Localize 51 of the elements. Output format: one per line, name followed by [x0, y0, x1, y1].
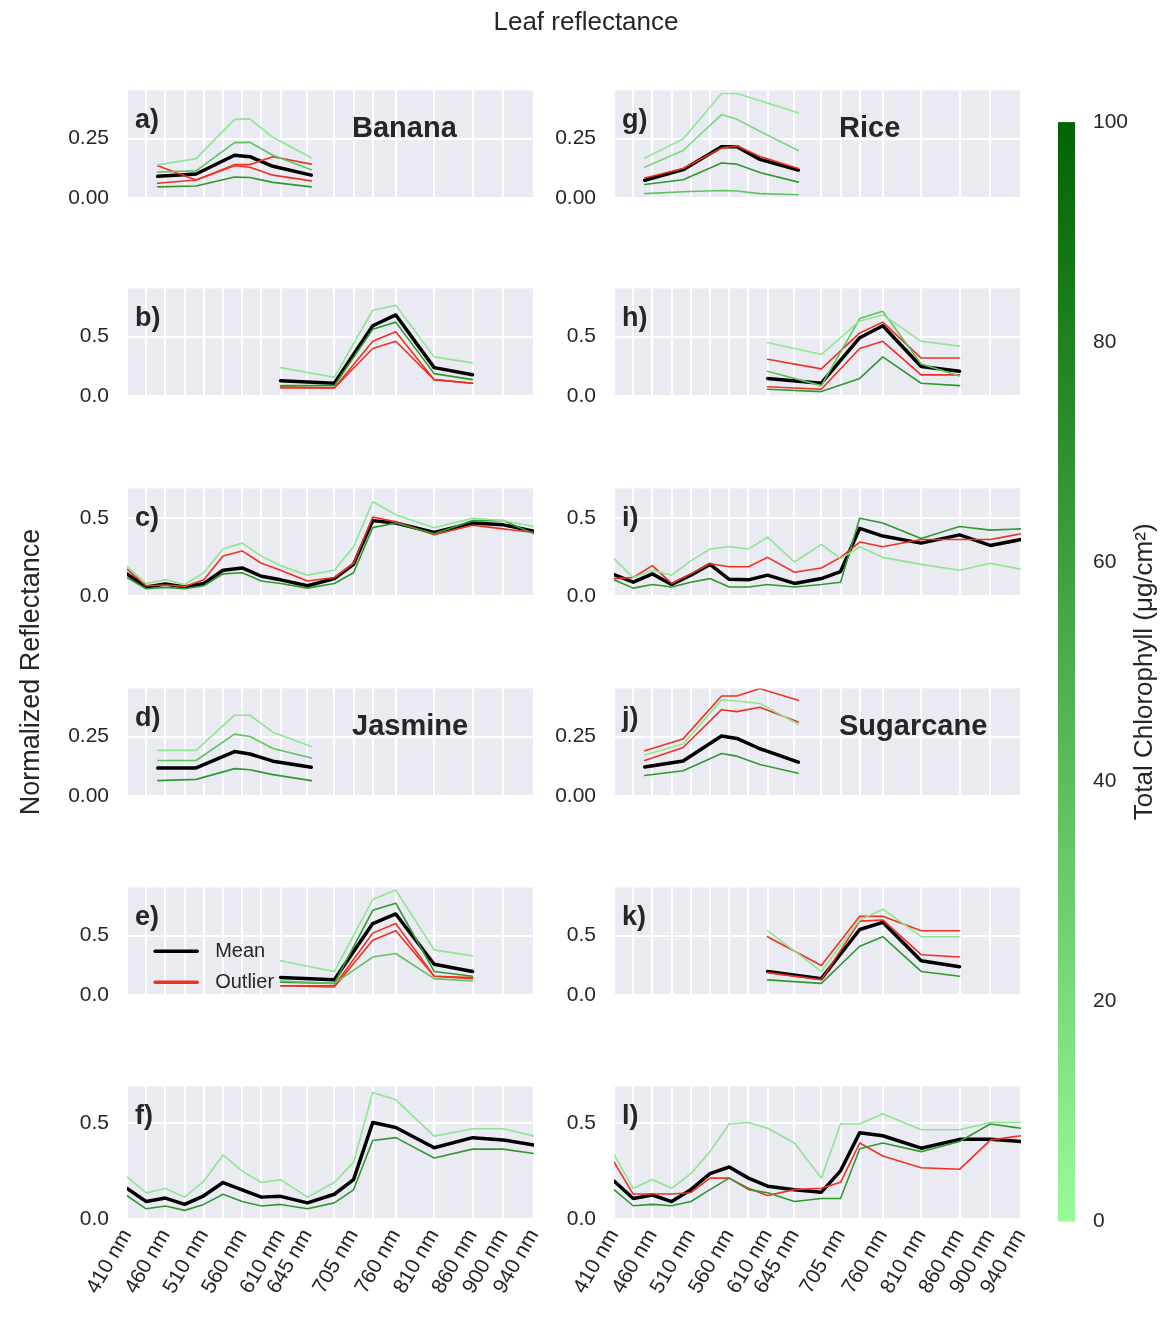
y-tick-label: 0.25 [68, 723, 109, 747]
annotation: l) [622, 1100, 639, 1131]
annotation: k) [622, 901, 647, 932]
color-bar-label: 60 [1093, 548, 1117, 572]
color-bar-label: 0 [1093, 1207, 1105, 1231]
y-tick-label: 0.25 [555, 723, 596, 747]
y-tick-label: 0.00 [555, 185, 596, 209]
color-bar-title: Total Chlorophyll (μg/cm²) [1128, 523, 1159, 821]
y-tick-label: 0.00 [555, 783, 596, 807]
annotation: Rice [839, 110, 901, 143]
annotation: c) [135, 502, 160, 533]
y-tick-label: 0.5 [566, 922, 596, 946]
y-tick-label: 0.0 [566, 982, 596, 1006]
annotation: e) [135, 901, 160, 932]
y-tick-label: 0.5 [79, 1109, 109, 1133]
annotation: d) [135, 702, 161, 733]
annotation: i) [622, 502, 639, 533]
y-tick-label: 0.25 [68, 125, 109, 149]
color-bar-label: 20 [1093, 988, 1117, 1012]
y-tick-label: 0.25 [555, 125, 596, 149]
annotation: f) [135, 1100, 153, 1131]
annotation: Sugarcane [839, 708, 988, 741]
annotation: j) [621, 702, 639, 733]
y-tick-label: 0.0 [79, 583, 109, 607]
annotation: a) [135, 104, 160, 135]
y-tick-label: 0.5 [566, 505, 596, 529]
annotation: b) [135, 302, 161, 333]
y-tick-label: 0.00 [68, 185, 109, 209]
y-tick-label: 0.00 [68, 783, 109, 807]
y-tick-label: 0.0 [79, 383, 109, 407]
annotation: g) [622, 104, 648, 135]
y-tick-label: 0.5 [79, 323, 109, 347]
color-bar-label: 80 [1093, 329, 1117, 353]
annotation: Jasmine [352, 708, 469, 741]
y-tick-label: 0.5 [79, 922, 109, 946]
color-bar-label: 40 [1093, 768, 1117, 792]
y-tick-label: 0.0 [79, 1205, 109, 1229]
annotation: h) [622, 302, 648, 333]
y-tick-label: 0.0 [79, 982, 109, 1006]
y-tick-label: 0.0 [566, 383, 596, 407]
y-tick-label: 0.5 [79, 505, 109, 529]
y-tick-label: 0.5 [566, 1109, 596, 1133]
chart-title: Leaf reflectance [492, 6, 680, 37]
color-bar-label: 100 [1093, 109, 1129, 133]
legend-label: Outlier [215, 969, 275, 992]
legend-label: Mean [215, 938, 266, 961]
annotation: Banana [352, 110, 458, 143]
y-tick-label: 0.5 [566, 323, 596, 347]
y-axis-title: Normalized Reflectance [14, 528, 46, 816]
y-tick-label: 0.0 [566, 1205, 596, 1229]
y-tick-label: 0.0 [566, 583, 596, 607]
